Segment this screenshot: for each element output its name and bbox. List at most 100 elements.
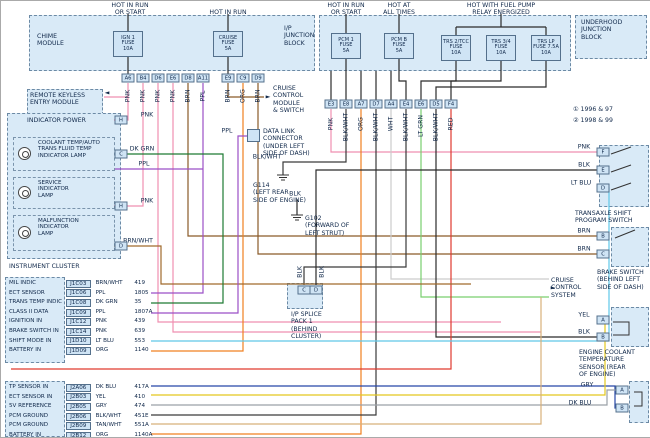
ect-sensor-box <box>611 307 649 347</box>
connector-pin: E8 <box>339 99 353 109</box>
row-signal-label: 5V REFERENCE <box>9 403 52 410</box>
connector-pin: A <box>615 385 629 395</box>
wire-label: BLK <box>296 266 304 278</box>
text-label: HOT WITH FUEL PUMP RELAY ENERGIZED <box>466 2 536 17</box>
wire-label: BLK/WHT <box>432 112 440 142</box>
text-label: INDICATOR POWER <box>27 117 86 124</box>
connector-pin: E4 <box>399 99 413 109</box>
row-wire-color: GRY <box>95 403 107 410</box>
row-connector-cell: J2B09 <box>65 422 91 431</box>
fuse: PCM B FUSE 5A <box>384 33 414 59</box>
text-label: BRAKE SWITCH (BEHIND LEFT SIDE OF DASH) <box>597 269 644 291</box>
row-circuit-number: 417A <box>134 384 149 390</box>
row-circuit-number: 35 <box>134 299 142 306</box>
fuse: TRS 2/TCC FUSE 10A <box>441 35 471 61</box>
connector-pin: A11 <box>196 73 210 83</box>
connector-pin: H <box>114 201 128 211</box>
row-wire-color: ORG <box>95 347 109 354</box>
wire-label: BRN/WHT <box>123 237 153 245</box>
connector-pin: B <box>596 332 610 342</box>
wire-label: ORG <box>357 117 365 131</box>
wire-label: PPL <box>199 90 207 102</box>
row-circuit-number: 1140 <box>134 347 149 354</box>
indicator-lamp-row: MALFUNCTION INDICATOR LAMP <box>13 215 115 251</box>
row-signal-label: SHIFT MODE IN <box>9 337 52 344</box>
wire-label: PNK <box>124 89 132 103</box>
row-signal-label: BATTERY IN <box>9 347 42 354</box>
connector-pin: F4 <box>444 99 458 109</box>
row-connector-cell: J2A06 <box>65 383 91 392</box>
table-row: ECT SENSOR IN J2B03 YEL 410 <box>9 393 160 403</box>
text-label: HOT IN RUN OR START <box>111 2 149 17</box>
wire-label: ► <box>265 93 271 101</box>
wire-label: PPL <box>138 160 150 168</box>
pcm-pin-table: TP SENSOR IN J2A06 DK BLU 417A ECT SENSO… <box>9 383 160 438</box>
connector-pin: D <box>114 241 128 251</box>
wire-label: PNK <box>327 117 335 131</box>
row-circuit-number: 474 <box>134 403 146 410</box>
row-wire-color: BLK/WHT <box>95 412 122 419</box>
cluster-signal-table-box <box>5 277 65 363</box>
text-label: I/P JUNCTION BLOCK <box>284 25 315 47</box>
text-label: HOT AT ALL TIMES <box>383 2 415 17</box>
connector-pin: B <box>615 403 629 413</box>
text-label: ② 1998 & 99 <box>573 117 613 124</box>
row-wire-color: PPL <box>95 289 106 296</box>
wire-label: BRN <box>577 227 591 235</box>
wire-label: WHT <box>387 116 395 132</box>
row-wire-color: DK GRN <box>95 299 118 306</box>
row-signal-label: PCM GROUND <box>9 412 49 419</box>
text-label: TRANSAXLE SHIFT PROGRAM SWITCH <box>575 210 633 225</box>
table-row: BRAKE SWITCH IN J1C14 PNK 639 <box>9 327 160 337</box>
connector-pin: E6 <box>166 73 180 83</box>
lamp-label: SERVICE INDICATOR LAMP <box>38 180 69 199</box>
connector-pin: D7 <box>369 99 383 109</box>
wire-label: ORG <box>239 89 247 103</box>
row-connector-cell: J2B06 <box>65 412 91 421</box>
row-signal-label: BRAKE SWITCH IN <box>9 327 59 334</box>
row-wire-color: LT BLU <box>95 337 114 344</box>
table-row: CLASS II DATA J1C09 PPL 1807A <box>9 308 160 318</box>
text-label: G102 (FORWARD OF LEFT STRUT) <box>305 215 350 237</box>
table-row: BATTERY IN J1D09 ORG 1140 <box>9 346 160 356</box>
row-connector-cell: J1C03 <box>65 279 91 288</box>
row-wire-color: PPL <box>95 308 106 315</box>
row-circuit-number: 451E <box>134 412 149 419</box>
row-signal-label: PCM GROUND <box>9 422 49 429</box>
row-signal-label: ECT SENSOR IN <box>9 393 53 400</box>
fuse: TRS LP FUSE 7.5A 10A <box>531 35 561 61</box>
row-circuit-number: 639 <box>134 327 146 334</box>
connector-pin: A6 <box>121 73 135 83</box>
cluster-pin-table: MIL INDIC J1C03 BRN/WHT 419 ECT SENSOR J… <box>9 279 160 356</box>
row-wire-color: PNK <box>95 327 107 334</box>
wire-label: GRY <box>580 381 594 389</box>
connector-pin: F <box>596 147 610 157</box>
row-circuit-number: 410 <box>134 393 146 400</box>
text-label: REMOTE KEYLESS ENTRY MODULE <box>30 92 86 107</box>
pcm-signal-table-box <box>5 381 65 437</box>
row-circuit-number: 1140A <box>134 431 153 438</box>
row-signal-label: TRANS TEMP INDIC <box>9 299 63 306</box>
lamp-icon <box>18 186 31 199</box>
connector-pin: H <box>114 115 128 125</box>
table-row: PCM GROUND J2B09 TAN/WHT 551A <box>9 421 160 431</box>
row-wire-color: YEL <box>95 393 106 400</box>
row-circuit-number: 1805 <box>134 289 149 296</box>
wire-label: PNK <box>577 143 591 151</box>
wire-label: YEL <box>578 311 590 319</box>
table-row: ECT SENSOR J1C06 PPL 1805 <box>9 289 160 299</box>
row-circuit-number: 553 <box>134 337 146 344</box>
row-connector-cell: J1C09 <box>65 308 91 317</box>
text-label: ENGINE COOLANT TEMPERATURE SENSOR (REAR … <box>579 349 635 378</box>
text-label: DATA LINK CONNECTOR (UNDER LEFT SIDE OF … <box>263 128 310 157</box>
text-label: CRUISE CONTROL MODULE & SWITCH <box>273 85 305 114</box>
text-label: UNDERHOOD JUNCTION BLOCK <box>581 19 623 41</box>
wire-label: BRN <box>184 89 192 103</box>
wire-label: BLK/WHT <box>402 112 410 142</box>
row-signal-label: IGNITION IN <box>9 318 43 325</box>
lamp-label: COOLANT TEMP/AUTO TRANS FLUID TEMP INDIC… <box>38 140 100 159</box>
table-row: 5V REFERENCE J2B05 GRY 474 <box>9 402 160 412</box>
remote-keyless-entry-box <box>27 89 103 115</box>
table-row: MIL INDIC J1C03 BRN/WHT 419 <box>9 279 160 289</box>
wire-label: BLK <box>318 266 326 278</box>
